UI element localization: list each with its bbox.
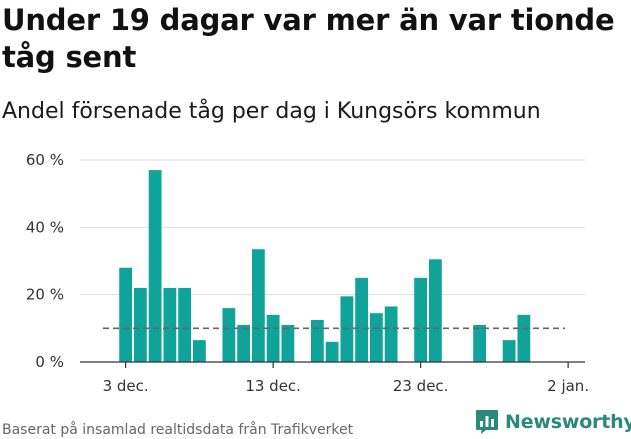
brand-logo-link[interactable]: Newsworthy bbox=[475, 408, 631, 436]
bar bbox=[119, 267, 133, 362]
bar bbox=[428, 259, 442, 362]
brand-name: Newsworthy bbox=[505, 411, 631, 433]
y-tick-label: 40 % bbox=[26, 218, 64, 236]
bar bbox=[310, 319, 324, 362]
bar bbox=[340, 296, 354, 362]
bar bbox=[473, 324, 487, 362]
bar bbox=[281, 324, 295, 362]
bar bbox=[237, 324, 251, 362]
chart-subtitle: Andel försenade tåg per dag i Kungsörs k… bbox=[2, 99, 541, 124]
newsworthy-logo-icon bbox=[476, 410, 498, 434]
x-tick-label: 3 dec. bbox=[103, 377, 149, 395]
x-tick-label: 2 jan. bbox=[547, 377, 589, 395]
bar bbox=[502, 340, 516, 362]
bars-layer bbox=[119, 170, 531, 362]
axis-layer: 0 % 20 % 40 % 60 % 3 dec. 13 dec. 23 dec. 2 jan… bbox=[26, 151, 589, 395]
bar bbox=[192, 340, 206, 362]
y-tick-label: 60 % bbox=[26, 151, 64, 169]
bar bbox=[222, 308, 236, 362]
x-tick-label: 13 dec. bbox=[245, 377, 301, 395]
bar bbox=[163, 287, 177, 362]
x-tick-label: 23 dec. bbox=[393, 377, 449, 395]
y-tick-label: 0 % bbox=[35, 353, 64, 371]
bar bbox=[384, 306, 398, 362]
chart-title: Under 19 dagar var mer än var tionde tåg… bbox=[2, 3, 615, 74]
bar bbox=[251, 249, 265, 362]
y-tick-label: 20 % bbox=[26, 286, 64, 304]
bar bbox=[414, 277, 428, 362]
bar bbox=[325, 341, 339, 362]
bar bbox=[369, 313, 383, 362]
bar bbox=[517, 314, 531, 362]
bar bbox=[133, 287, 147, 362]
bar bbox=[148, 170, 162, 362]
bar bbox=[355, 277, 369, 362]
bar-chart: 0 % 20 % 40 % 60 % 3 dec. 13 dec. 23 dec. 2 jan… bbox=[26, 151, 589, 395]
bar bbox=[178, 287, 192, 362]
source-note: Baserat på insamlad realtidsdata från Tr… bbox=[2, 422, 354, 438]
bar bbox=[266, 314, 280, 362]
